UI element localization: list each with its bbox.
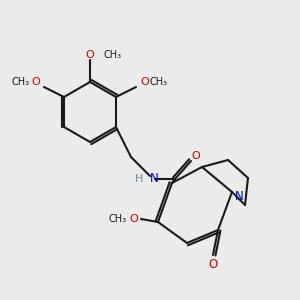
Text: N: N	[150, 172, 159, 185]
Text: N: N	[235, 190, 243, 203]
Text: CH₃: CH₃	[12, 77, 30, 87]
Text: CH₃: CH₃	[104, 50, 122, 60]
Text: CH₃: CH₃	[109, 214, 127, 224]
Text: O: O	[140, 77, 149, 87]
Text: H: H	[135, 174, 143, 184]
Text: O: O	[31, 77, 40, 87]
Text: CH₃: CH₃	[150, 77, 168, 87]
Text: O: O	[192, 151, 200, 161]
Text: O: O	[129, 214, 138, 224]
Text: O: O	[208, 257, 217, 271]
Text: O: O	[85, 50, 94, 60]
